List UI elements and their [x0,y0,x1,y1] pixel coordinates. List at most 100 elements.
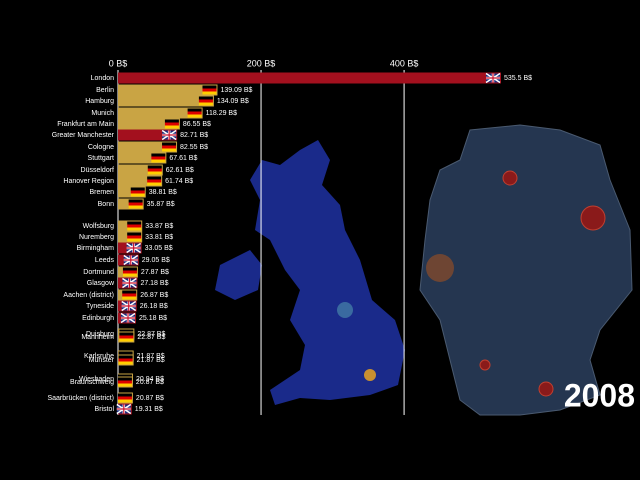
flag-stripe [127,221,142,225]
flag [123,254,139,266]
bar [118,107,203,119]
flag-stripe [118,351,133,355]
category-label: Düsseldorf [81,167,115,174]
value-label: 139.09 B$ [220,87,252,94]
flag-cross [116,404,131,414]
bar [118,164,163,176]
flag-stripe [118,355,133,359]
bar [118,84,218,96]
flag-stripe [202,91,217,95]
value-label: 86.55 B$ [183,121,211,128]
flag [126,242,142,254]
flag-stripe [127,235,142,239]
value-label: 82.55 B$ [180,144,208,151]
flag [485,72,501,84]
flag-stripe [130,190,145,194]
category-label: Wolfsburg [83,223,114,230]
flag-stripe [119,329,134,333]
value-label: 535.5 B$ [504,75,532,82]
value-label: 33.05 B$ [145,245,173,252]
category-label: Duisburg [86,331,114,338]
value-label: 27.87 B$ [141,269,169,276]
value-label: 38.81 B$ [149,189,177,196]
category-label: Birmingham [77,245,115,252]
category-label: Greater Manchester [52,132,115,139]
bar [118,129,178,141]
flag [127,232,142,242]
category-label: Leeds [95,257,115,264]
flag [198,96,213,106]
flag [122,277,137,289]
value-label: 25.18 B$ [139,315,167,322]
flag [117,393,132,403]
value-label: 134.09 B$ [217,98,249,105]
value-label: 61.74 B$ [165,178,193,185]
flag-stripe [198,99,213,103]
flag-stripe [162,142,177,146]
flag-stripe [117,374,132,378]
flag-stripe [198,102,213,106]
category-label: Bristol [95,406,115,413]
category-label: Wiesbaden [79,376,114,383]
category-label: Nuremberg [79,234,114,241]
category-label: Cologne [88,144,114,151]
bar [118,152,167,164]
value-label: 20.94 B$ [136,376,164,383]
flag-stripe [151,153,166,157]
flag-stripe [127,227,142,231]
flag-stripe [202,88,217,92]
flag [202,85,217,95]
category-label: Braunschweig [70,379,114,386]
category-label: Saarbrücken (district) [47,395,114,402]
flag-stripe [130,193,145,197]
flag-stripe [187,108,202,112]
flag-stripe [164,119,179,123]
value-label: 26.18 B$ [140,303,168,310]
flag [121,300,137,312]
bar [118,72,501,84]
bar [118,175,163,187]
value-label: 33.81 B$ [145,234,173,241]
value-label: 21.87 B$ [137,357,165,364]
x-tick-label: 0 B$ [109,58,128,68]
category-label: Hamburg [85,98,114,105]
value-label: 22.87 B$ [137,331,165,338]
category-label: Dortmund [83,269,114,276]
flag-stripe [128,199,143,203]
flag [122,267,137,277]
flag-cross [486,73,500,83]
flag-stripe [147,165,162,169]
flag [187,108,202,118]
category-label: Hanover Region [63,178,114,185]
flag-cross [126,243,141,253]
flag [120,312,136,324]
category-label: Mannheim [81,334,114,341]
category-label: Aachen (district) [63,292,114,299]
flag-cross [121,301,136,311]
flag-stripe [187,111,202,115]
germany-map [419,124,633,416]
flag [118,355,133,365]
value-label: 33.87 B$ [145,223,173,230]
category-label: Edinburgh [82,315,114,322]
value-label: 62.61 B$ [166,167,194,174]
flag-stripe [117,396,132,400]
flag-stripe [147,171,162,175]
value-label: 20.87 B$ [136,379,164,386]
category-label: London [91,75,114,82]
value-label: 29.05 B$ [142,257,170,264]
flag-stripe [122,290,137,294]
flag-stripe [117,380,132,384]
flag-stripe [128,205,143,209]
flag-stripe [122,296,137,300]
flag [116,403,132,415]
value-label: 21.87 B$ [137,353,165,360]
category-label: Munich [91,110,114,117]
flag-stripe [122,267,137,271]
flag-stripe [151,159,166,163]
bar [118,95,214,107]
flag-stripe [202,85,217,89]
category-label: Tyneside [86,303,114,310]
category-label: Berlin [96,87,114,94]
flag-stripe [127,238,142,242]
